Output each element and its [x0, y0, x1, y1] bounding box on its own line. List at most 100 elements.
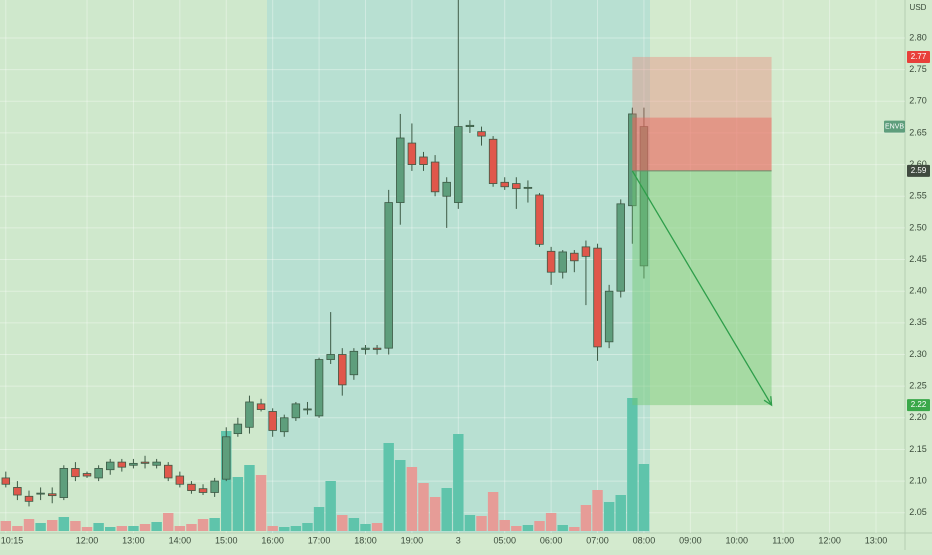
volume-bar	[534, 521, 545, 531]
volume-bar	[12, 526, 23, 531]
volume-bar	[499, 520, 510, 531]
candle-body	[396, 137, 405, 203]
candle-body	[349, 350, 359, 376]
volume-bar	[267, 526, 278, 531]
volume-bar	[116, 526, 128, 531]
y-tick-label: 2.10	[909, 475, 927, 485]
candle-body	[129, 462, 138, 466]
stop-label-bg	[907, 50, 930, 63]
candle-body	[71, 468, 80, 478]
volume-bar	[0, 521, 12, 531]
candle-body	[1, 477, 11, 485]
x-tick-label: 05:00	[493, 535, 516, 545]
arrow-head	[763, 396, 773, 407]
volume-bar	[395, 460, 406, 531]
volume-bar	[464, 515, 476, 531]
volume-bar	[371, 523, 383, 531]
x-tick-label: 18:00	[354, 535, 377, 545]
candle-body	[59, 468, 69, 498]
y-tick-label: 2.25	[909, 381, 927, 391]
candle-body	[164, 464, 173, 479]
entry-label-bg	[907, 164, 930, 177]
time-axis	[0, 533, 905, 550]
volume-bar	[638, 464, 650, 531]
candle-body	[291, 403, 301, 419]
volume-bar	[302, 523, 313, 531]
candle-body	[535, 194, 544, 245]
candle-body	[187, 483, 196, 491]
candle-body	[105, 461, 115, 471]
volume-bar	[93, 523, 104, 531]
volume-bar	[569, 527, 580, 531]
volume-bar	[487, 492, 499, 531]
y-tick-label: 2.55	[909, 191, 927, 201]
y-tick-label: 2.05	[909, 507, 927, 517]
x-tick-label: 07:00	[586, 535, 609, 545]
volume-bar	[163, 513, 174, 531]
candle-body	[314, 359, 324, 417]
x-tick-label: 09:00	[679, 535, 702, 545]
volume-bar	[603, 502, 615, 531]
volume-bar	[35, 523, 46, 531]
candle-body	[256, 403, 266, 410]
y-tick-label: 2.50	[909, 222, 927, 232]
candle-body	[570, 252, 579, 262]
volume-bar	[337, 515, 348, 531]
x-tick-label: 15:00	[215, 535, 238, 545]
x-tick-label: 12:00	[76, 535, 99, 545]
volume-bar	[627, 398, 638, 531]
volume-bar	[313, 507, 325, 531]
y-tick-label: 2.30	[909, 349, 927, 359]
stop-label: 2.77	[911, 52, 927, 61]
candle-body	[593, 247, 602, 348]
candle-body	[488, 138, 498, 184]
candle-body	[581, 246, 591, 257]
candle-body	[628, 113, 637, 207]
candle-body	[512, 183, 521, 190]
x-tick-label: 3	[456, 535, 461, 545]
candle-body	[24, 495, 34, 502]
y-tick-label: 2.35	[909, 317, 927, 327]
trend-arrow	[631, 170, 773, 406]
candle-body	[268, 411, 277, 431]
candle-body	[13, 487, 22, 496]
x-tick-label: 14:00	[169, 535, 192, 545]
candles	[1, 0, 649, 507]
candle-body	[384, 202, 393, 349]
y-tick-label: 2.20	[909, 412, 927, 422]
candle-body	[47, 493, 57, 497]
candle-body	[604, 290, 614, 343]
volume-bar	[360, 524, 371, 531]
volume-bar	[255, 475, 267, 531]
volume-bar	[545, 513, 557, 531]
candle-body	[372, 347, 382, 350]
candle-body	[454, 126, 463, 203]
candle-body	[245, 401, 254, 428]
volume-bar	[429, 497, 441, 531]
future-bg	[650, 0, 905, 533]
candle-body	[280, 417, 289, 433]
candle-body	[198, 488, 208, 493]
x-tick-label: 17:00	[308, 535, 331, 545]
volume-bar	[290, 526, 302, 531]
volume-bar	[348, 518, 360, 531]
axis-labels: 2.05 2.10 2.15 2.20 2.25 2.30 2.35 2.40 2.45 2.50…	[1, 32, 930, 545]
volume-bar	[151, 522, 162, 531]
candle-body	[338, 354, 347, 386]
y-tick-label: 2.80	[909, 32, 927, 42]
candle-body	[419, 156, 428, 165]
volume-bar	[557, 525, 568, 531]
volume-bar	[58, 517, 70, 531]
y-tick-label: 2.65	[909, 127, 927, 137]
candle-body	[117, 461, 127, 468]
candle-body	[94, 468, 103, 479]
target-label-bg	[907, 399, 930, 412]
candle-body	[558, 251, 567, 273]
volume-bar	[580, 505, 592, 531]
candle-body	[152, 461, 161, 466]
candle-body	[477, 131, 486, 137]
x-tick-label: 19:00	[401, 535, 424, 545]
y-tick-label: 2.70	[909, 96, 927, 106]
y-tick-label: 2.15	[909, 444, 927, 454]
volume-bar	[279, 527, 290, 531]
